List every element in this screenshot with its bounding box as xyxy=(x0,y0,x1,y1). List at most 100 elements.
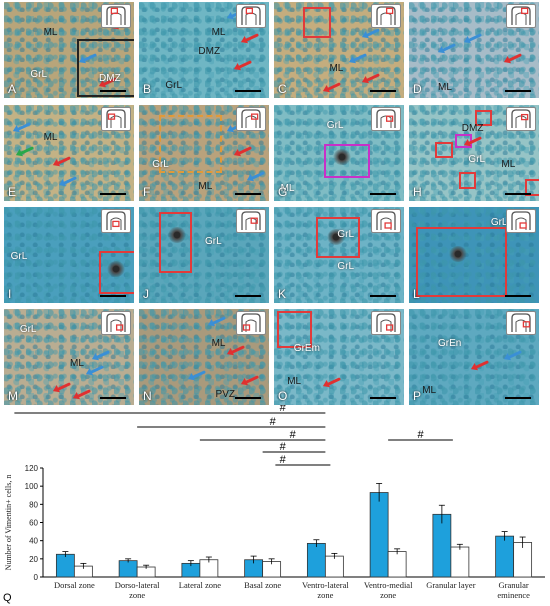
micrograph-panel-l: GrL L xyxy=(408,206,540,304)
panel-letter-q: Q xyxy=(3,592,12,604)
cerebellum-schematic-icon xyxy=(101,311,131,335)
x-category-label: Dorso-lateral xyxy=(115,580,160,590)
region-label: GrL xyxy=(165,80,183,92)
significance-mark: # xyxy=(280,441,287,453)
y-tick-label: 120 xyxy=(25,464,39,473)
region-label: ML xyxy=(422,385,437,397)
y-axis-title: Number of Vimentin+ cells, n xyxy=(4,475,13,571)
scale-bar xyxy=(235,295,261,297)
x-category-label: Ventro-medial xyxy=(364,580,413,590)
region-label: DMZ xyxy=(99,72,121,84)
region-of-interest-box xyxy=(475,109,493,126)
micrograph-panel-i: GrL I xyxy=(3,206,135,304)
panel-letter: O xyxy=(278,389,288,403)
panel-letter: J xyxy=(143,287,149,301)
region-of-interest-box xyxy=(435,142,453,158)
panel-letter: A xyxy=(8,82,17,96)
panel-letter: N xyxy=(143,389,152,403)
cerebellum-schematic-icon xyxy=(506,311,536,335)
x-category-label: zone xyxy=(380,590,396,600)
bar-chart-panel: 0 20 40 60 80 100 120 Number of Vimentin+ cells… xyxy=(0,405,550,606)
region-label: GrL xyxy=(490,216,508,228)
scale-bar xyxy=(100,90,126,92)
region-label: GrEn xyxy=(438,338,462,350)
scale-bar xyxy=(235,193,261,195)
region-of-interest-box xyxy=(324,144,371,178)
region-label: ML xyxy=(438,82,452,94)
cerebellum-schematic-icon xyxy=(236,311,266,335)
cerebellum-schematic-icon xyxy=(371,311,401,335)
panel-letter: K xyxy=(278,287,287,301)
micrograph-panel-f: GrL ML F xyxy=(138,104,270,202)
region-label: ML xyxy=(287,375,302,387)
region-label: ML xyxy=(211,338,226,350)
cell-cluster xyxy=(106,260,125,277)
region-label: ML xyxy=(211,26,226,38)
region-label: ML xyxy=(43,132,58,144)
region-label: ML xyxy=(501,158,516,170)
scale-bar xyxy=(370,397,396,399)
region-label: GrL xyxy=(337,260,355,272)
region-of-interest-box xyxy=(415,226,507,298)
x-category-label: Dorsal zone xyxy=(54,580,95,590)
scale-bar xyxy=(100,295,126,297)
x-category-label: Granular xyxy=(499,580,529,590)
y-tick-label: 0 xyxy=(34,573,39,582)
region-of-interest-box xyxy=(525,178,539,197)
scale-bar xyxy=(370,193,396,195)
significance-mark: # xyxy=(270,416,277,428)
region-of-interest-box xyxy=(316,216,360,259)
significance-mark: # xyxy=(417,429,424,441)
region-of-interest-box xyxy=(99,251,134,295)
bar-series-2 xyxy=(450,546,470,578)
cerebellum-schematic-icon xyxy=(101,4,131,28)
cerebellum-schematic-icon xyxy=(371,4,401,28)
panel-letter: F xyxy=(143,185,151,199)
cell-cluster xyxy=(333,149,352,166)
micrograph-panel-b: ML DMZ GrL B xyxy=(138,1,270,99)
region-of-interest-box xyxy=(158,114,223,173)
bar-series-2 xyxy=(387,551,407,578)
scale-bar xyxy=(100,193,126,195)
x-category-label: Lateral zone xyxy=(179,580,221,590)
micrograph-panel-n: ML PVZ N xyxy=(138,308,270,406)
scale-bar xyxy=(505,90,531,92)
panel-letter: H xyxy=(413,185,422,199)
bar-series-1 xyxy=(118,560,138,578)
cerebellum-schematic-icon xyxy=(236,4,266,28)
panel-letter: I xyxy=(8,287,12,301)
region-label: GrL xyxy=(152,158,169,170)
region-of-interest-box xyxy=(158,211,192,273)
scale-bar xyxy=(100,397,126,399)
bar-series-1 xyxy=(306,542,326,578)
region-label: GrL xyxy=(10,251,28,263)
micrograph-panel-d: ML D xyxy=(408,1,540,99)
bar-series-1 xyxy=(369,492,389,578)
panel-letter: E xyxy=(8,185,17,199)
panel-letter: M xyxy=(8,389,18,403)
micrograph-panel-h: DMZ GrL ML H xyxy=(408,104,540,202)
cell-cluster xyxy=(448,246,467,263)
significance-mark: # xyxy=(280,405,287,414)
region-label: GrL xyxy=(205,236,222,248)
x-category-label: Ventro-lateral xyxy=(302,580,349,590)
y-tick-label: 60 xyxy=(29,519,38,528)
micrograph-panel-g: GrL ML G xyxy=(273,104,405,202)
cerebellum-schematic-icon xyxy=(371,107,401,131)
micrograph-panel-e: ML E xyxy=(3,104,135,202)
panel-letter: B xyxy=(143,82,152,96)
y-tick-label: 100 xyxy=(25,482,39,491)
micrograph-panel-p: GrEn ML P xyxy=(408,308,540,406)
micrograph-panel-j: GrL J xyxy=(138,206,270,304)
cerebellum-schematic-icon xyxy=(236,107,266,131)
region-label: PVZ xyxy=(215,389,235,401)
scale-bar xyxy=(235,397,261,399)
scale-bar xyxy=(370,90,396,92)
x-category-label: Basal zone xyxy=(244,580,281,590)
region-of-interest-box xyxy=(459,171,477,190)
y-tick-label: 40 xyxy=(29,537,38,546)
cerebellum-schematic-icon xyxy=(371,209,401,233)
region-label: ML xyxy=(280,183,295,195)
region-label: DMZ xyxy=(461,122,484,134)
micrograph-panel-c: ML C xyxy=(273,1,405,99)
